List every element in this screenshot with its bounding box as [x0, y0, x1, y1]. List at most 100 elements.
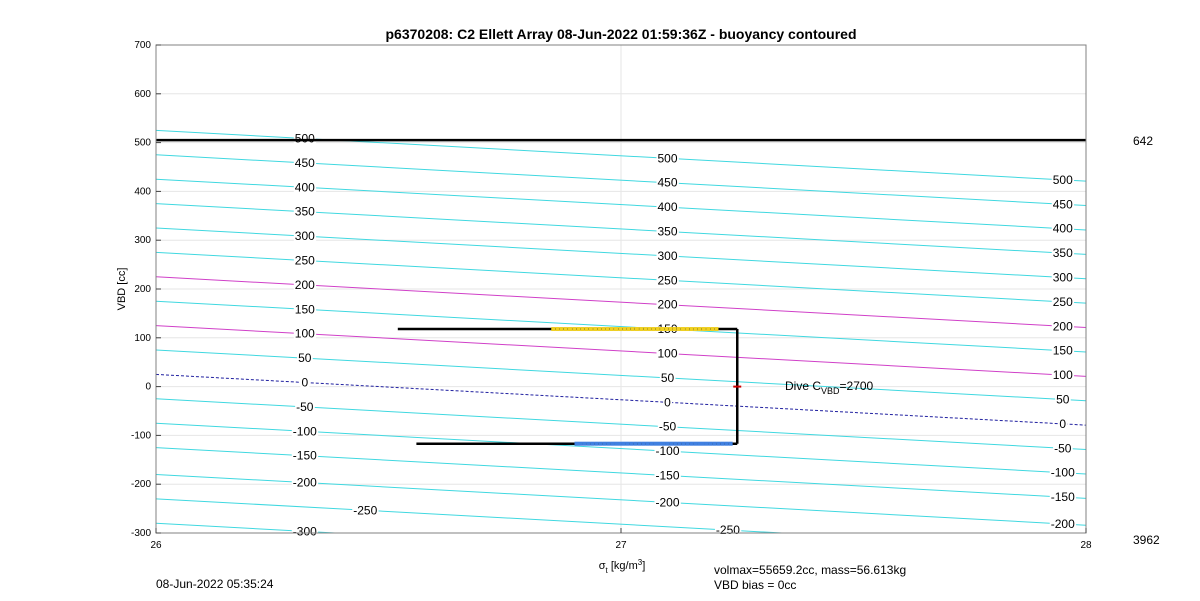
contour-label-bg [656, 200, 679, 215]
lower-data-point [617, 441, 622, 446]
lower-data-point [685, 441, 690, 446]
lower-data-point [704, 441, 709, 446]
contour-label: 450 [1053, 197, 1073, 211]
lower-data-point [720, 441, 725, 446]
contour-label-bg [1049, 516, 1077, 531]
contour-label: 300 [1053, 270, 1073, 284]
upper-data-point [576, 327, 581, 332]
contour-label-bg [714, 523, 742, 538]
lower-data-point [614, 441, 619, 446]
contour-label: 250 [295, 254, 315, 268]
max-line-value: 642 [1133, 134, 1153, 148]
lower-data-point [665, 441, 670, 446]
y-tick-label: 500 [134, 138, 151, 149]
contour-label-bg [352, 503, 379, 518]
contour-label-bg [291, 448, 319, 463]
lower-data-point [681, 441, 686, 446]
contour-labels: -300 -200 -150 -100 -50 0 50 100 150 200 250 300 350… [291, 131, 1077, 539]
y-tick-label: -100 [131, 430, 151, 441]
lower-data-point [594, 441, 599, 446]
lower-data-point [708, 441, 713, 446]
contour-label: 0 [664, 395, 671, 409]
lower-data-point [712, 441, 717, 446]
y-tick-label: 300 [134, 235, 151, 246]
lower-data-point [669, 441, 674, 446]
contour-label-bg [297, 351, 313, 366]
y-tick-label: 200 [134, 284, 151, 295]
upper-data-point [567, 327, 572, 332]
contour-label-bg [1051, 197, 1075, 212]
contour-label-bg [659, 370, 676, 385]
lower-data-point [610, 441, 615, 446]
x-axis-label: σt [kg/m3] [599, 558, 646, 575]
contour-label-bg [1051, 368, 1075, 383]
contour-label: -200 [293, 476, 317, 490]
contour-label-bg [656, 248, 679, 263]
lower-data-point [693, 441, 698, 446]
contour-label-bg [1051, 294, 1075, 309]
contour-label: 50 [661, 371, 675, 385]
contour-label-bg [656, 297, 679, 312]
contour-label-bg [1053, 441, 1073, 456]
upper-data-point [697, 327, 702, 332]
contour-label: 500 [1053, 173, 1073, 187]
contour-line [155, 373, 1087, 426]
upper-data-point [655, 327, 660, 332]
contour-label: -250 [716, 523, 740, 537]
contour-label: 400 [295, 180, 315, 194]
lower-data-point [673, 441, 678, 446]
x-tick-label: 27 [615, 540, 627, 551]
contour-label: 350 [295, 205, 315, 219]
contour-label-bg [654, 468, 681, 483]
contour-label: 400 [657, 200, 677, 214]
contour-label: 250 [657, 273, 677, 287]
contour-label: 0 [301, 376, 308, 390]
lower-data-point [586, 441, 591, 446]
contour-label: 450 [295, 156, 315, 170]
lower-data-point [697, 441, 702, 446]
upper-data-point [668, 327, 673, 332]
contour-label-bg [293, 131, 317, 146]
upper-data-point [572, 327, 577, 332]
contour-label: 100 [1053, 368, 1073, 382]
lower-data-point [602, 441, 607, 446]
x-tick-label: 28 [1080, 540, 1092, 551]
upper-data-point [622, 327, 627, 332]
contour-label-bg [1058, 416, 1068, 431]
y-tick-label: 0 [145, 382, 151, 393]
contour-label: -250 [353, 503, 377, 517]
contour-label-bg [293, 277, 317, 292]
upper-data-point [634, 327, 639, 332]
contour-label-bg [654, 495, 681, 510]
x-tick-label: 26 [150, 540, 162, 551]
upper-data-point [555, 327, 560, 332]
contour-label: 0 [1059, 417, 1066, 431]
contour-label: 100 [295, 327, 315, 341]
contour-label: -50 [659, 420, 677, 434]
upper-data-point [601, 327, 606, 332]
lower-data-point [724, 441, 729, 446]
contour-label-bg [293, 204, 317, 219]
upper-data-point [660, 327, 665, 332]
lower-data-point [716, 441, 721, 446]
contour-label: 150 [295, 302, 315, 316]
contour-label: -100 [655, 444, 679, 458]
upper-data-point [676, 327, 681, 332]
contour-label: 400 [1053, 222, 1073, 236]
contour-label-bg [1055, 392, 1071, 407]
contour-label: 450 [657, 176, 677, 190]
lower-data-point [645, 441, 650, 446]
contour-label-bg [656, 346, 679, 361]
lower-data-point [641, 441, 646, 446]
lower-data-point [590, 441, 595, 446]
contour-label: 350 [1053, 246, 1073, 260]
dive-trace [156, 138, 1086, 446]
contour-label-bg [293, 253, 317, 268]
contour-label-bg [656, 175, 679, 190]
upper-data-point [672, 327, 677, 332]
upper-data-point [630, 327, 635, 332]
contour-label: 200 [295, 278, 315, 292]
contour-label-bg [293, 155, 317, 170]
contour-label: -50 [296, 400, 314, 414]
